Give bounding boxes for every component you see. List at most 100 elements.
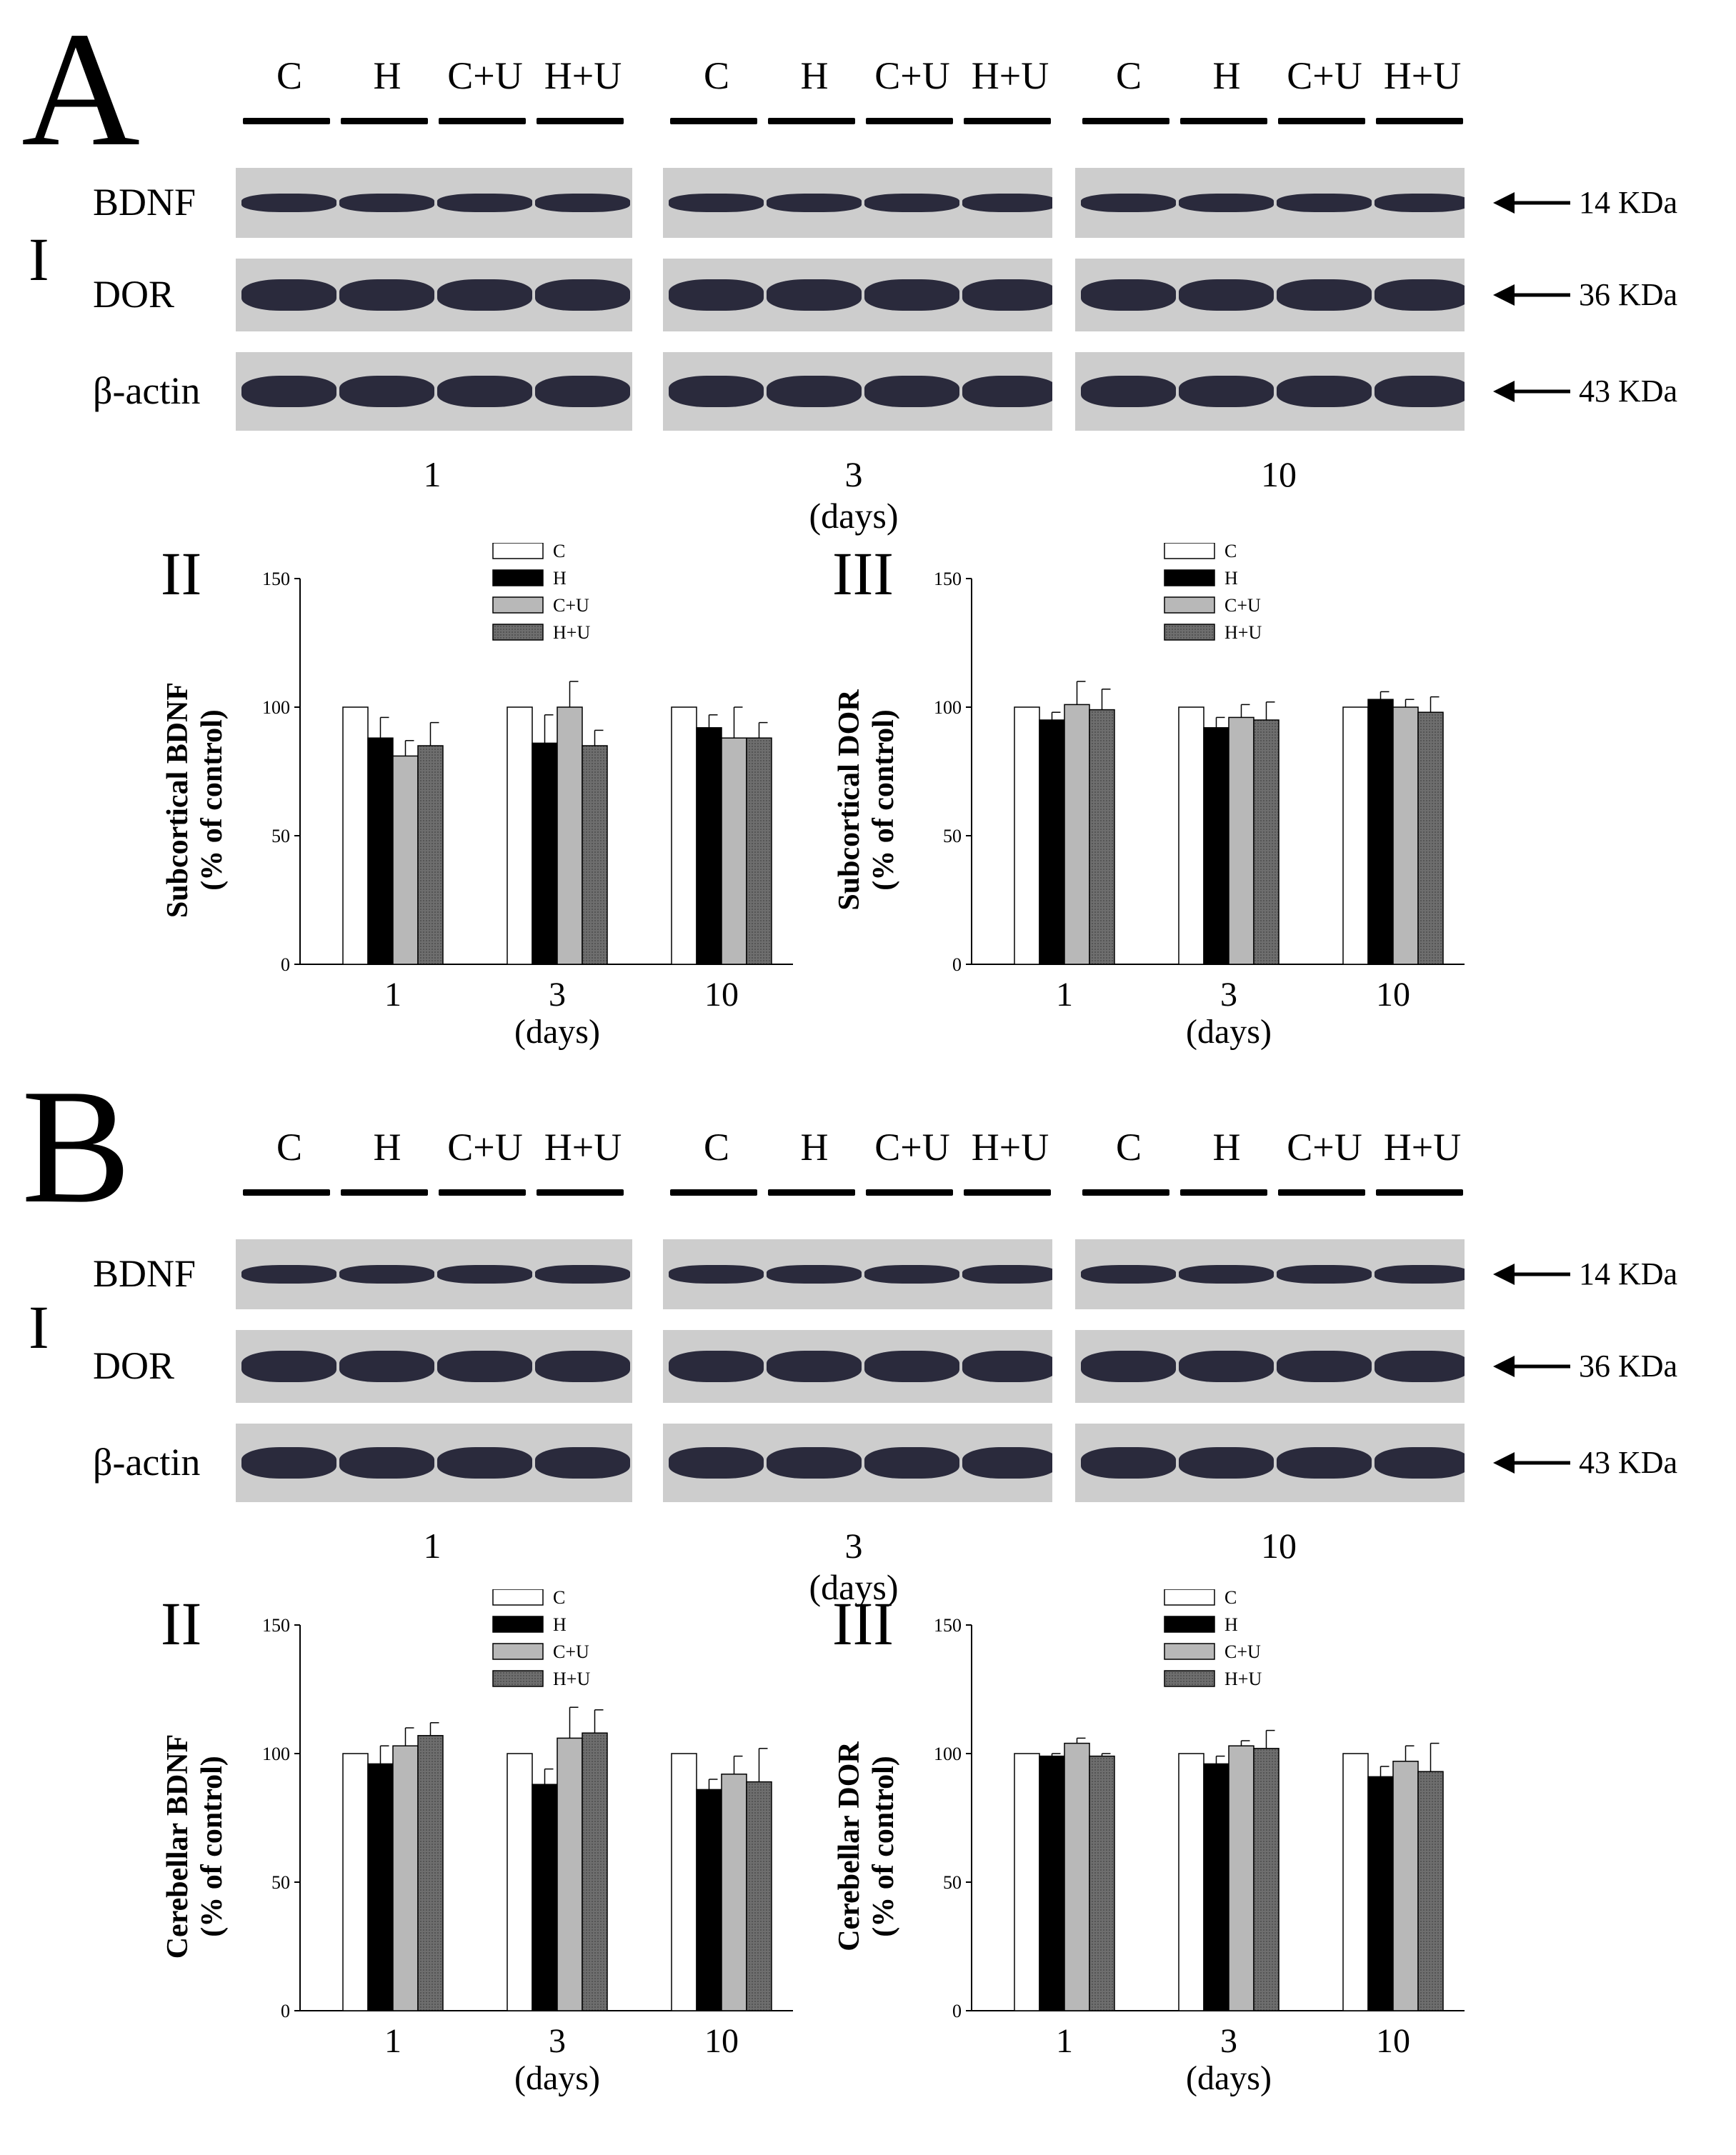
y-tick-label: 150 <box>934 569 962 589</box>
lane-underline <box>670 118 757 124</box>
lane-label-c-plus-u: C+U <box>874 1126 950 1169</box>
bar-c <box>507 706 533 965</box>
bar-h-plus-u <box>1089 1755 1115 2011</box>
legend-swatch <box>1164 1643 1215 1660</box>
protein-band <box>339 376 434 407</box>
lane-label-h-plus-u: H+U <box>544 1126 622 1169</box>
legend-swatch <box>1164 569 1215 586</box>
day-label-1: 1 <box>423 1526 442 1566</box>
y-axis-label-unit: (% of control) <box>867 709 900 891</box>
y-tick-label: 0 <box>952 2001 962 2021</box>
arrow-left-icon <box>1493 1264 1570 1285</box>
bar-h <box>367 1763 394 2011</box>
protein-band <box>1081 1447 1176 1479</box>
y-tick-label: 100 <box>262 697 290 718</box>
y-tick-label: 150 <box>262 1615 290 1636</box>
protein-band <box>1081 1351 1176 1382</box>
blot-strip <box>1075 1424 1465 1502</box>
bar-h <box>532 742 558 965</box>
lane-underline <box>1180 1189 1267 1196</box>
bar-h-plus-u <box>746 737 772 965</box>
panel-roman-a-ii: II <box>161 539 202 608</box>
legend-swatch <box>492 1589 544 1606</box>
chart-subcortical-dor: 0 50 100 150 Subcortical DOR (% of control) 1 3… <box>833 543 1465 1051</box>
y-tick-label: 0 <box>952 954 962 975</box>
protein-band <box>1179 1447 1274 1479</box>
blot-strip <box>1075 259 1465 331</box>
lane-underline <box>439 118 526 124</box>
protein-band <box>535 1351 630 1382</box>
bar-h-plus-u <box>1417 711 1444 965</box>
blot-strip <box>1075 352 1465 431</box>
lane-label-c: C <box>1115 54 1142 97</box>
protein-band <box>1277 1447 1372 1479</box>
molecular-weight-label: 43 KDa <box>1579 374 1678 409</box>
lane-label-h-plus-u: H+U <box>544 54 622 97</box>
protein-label-beta-actin: β-actin <box>93 369 201 412</box>
protein-band <box>767 1351 862 1382</box>
bar-h <box>367 737 394 965</box>
molecular-weight-label: 36 KDa <box>1579 1349 1678 1384</box>
blot-strip <box>663 1424 1052 1502</box>
y-axis-label: Subcortical BDNF <box>161 682 194 918</box>
protein-band <box>535 1447 630 1479</box>
legend-swatch <box>1164 1670 1215 1687</box>
protein-band <box>864 1447 959 1479</box>
protein-band <box>669 1447 764 1479</box>
legend-label: H <box>1224 568 1238 589</box>
bar-h-plus-u <box>417 745 444 965</box>
lane-underline <box>1376 1189 1463 1196</box>
bar-c <box>1342 1753 1369 2011</box>
protein-label-bdnf: BDNF <box>93 1252 196 1295</box>
lane-label-h: H <box>373 1126 401 1169</box>
legend-swatch <box>1164 1589 1215 1606</box>
day-label-3: 3 <box>844 454 863 494</box>
x-axis-label: (days) <box>1186 1013 1272 1051</box>
lane-underline <box>670 1189 757 1196</box>
blot-strip <box>236 1424 632 1502</box>
protein-band <box>1375 279 1465 311</box>
legend-swatch <box>1164 543 1215 559</box>
panel-letter-a: A <box>21 0 141 180</box>
molecular-weight-label: 14 KDa <box>1579 185 1678 220</box>
y-tick-label: 50 <box>943 1872 962 1893</box>
x-tick-label: 1 <box>384 976 401 1014</box>
blot-strip <box>236 352 632 431</box>
lane-underline <box>243 1189 330 1196</box>
lane-label-h: H <box>373 54 401 97</box>
chart-subcortical-bdnf: 0 50 100 150 Subcortical BDNF (% of control) 1… <box>161 543 793 1051</box>
protein-band <box>669 1351 764 1382</box>
lane-underline <box>964 118 1051 124</box>
legend-label: C <box>1224 1589 1237 1608</box>
bar-h-plus-u <box>746 1781 772 2011</box>
protein-band <box>241 1265 336 1284</box>
bar-h-plus-u <box>1089 709 1115 965</box>
legend-swatch <box>492 1616 544 1633</box>
bar-c <box>671 1753 697 2011</box>
protein-band <box>437 1447 532 1479</box>
arrow-left-icon <box>1493 1452 1570 1474</box>
day-label-10: 10 <box>1261 454 1297 494</box>
protein-band <box>535 279 630 311</box>
protein-band <box>962 1447 1052 1479</box>
protein-band <box>767 279 862 311</box>
lane-label-c: C <box>703 54 730 97</box>
protein-band <box>962 194 1052 212</box>
protein-band <box>1277 1265 1372 1284</box>
lane-label-h-plus-u: H+U <box>971 1126 1049 1169</box>
y-tick-label: 150 <box>934 1615 962 1636</box>
arrow-left-icon <box>1493 1356 1570 1377</box>
blot-strip <box>236 168 632 238</box>
protein-band <box>1375 1447 1465 1479</box>
bar-h <box>1039 719 1065 965</box>
day-label-1: 1 <box>423 454 442 494</box>
bar-c-plus-u <box>1064 704 1090 965</box>
bar-c-plus-u <box>1228 716 1254 965</box>
x-tick-label: 1 <box>384 2022 401 2060</box>
bar-c-plus-u <box>557 1737 583 2011</box>
protein-label-dor: DOR <box>93 273 175 316</box>
legend-label: H+U <box>1224 622 1262 643</box>
chart-cerebellar-bdnf: 0 50 100 150 Cerebellar BDNF (% of control) 1 3… <box>161 1589 793 2097</box>
x-tick-label: 10 <box>1376 2022 1410 2060</box>
days-unit-label: (days) <box>809 496 899 536</box>
